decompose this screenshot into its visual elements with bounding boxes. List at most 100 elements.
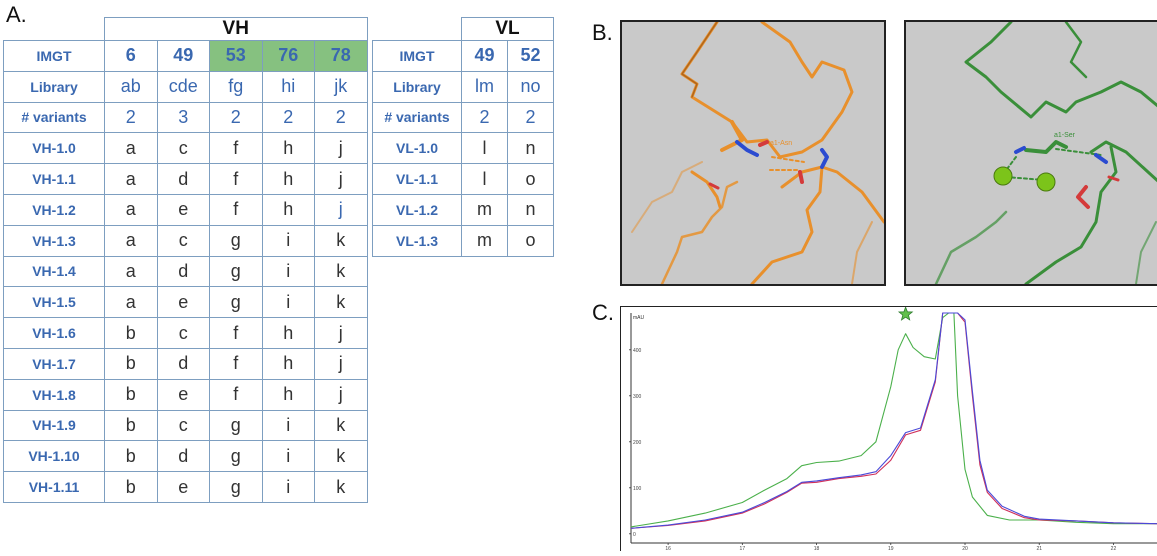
- metal-ion-2: [1036, 172, 1056, 192]
- variant-name: VH-1.1: [3, 163, 105, 195]
- variant-cell: h: [261, 193, 315, 226]
- x-tick-label: 21: [1036, 546, 1042, 551]
- variant-cell: k: [314, 409, 368, 442]
- y-axis-label: mAU: [633, 315, 645, 321]
- library-cell: fg: [209, 70, 263, 103]
- variant-name: VL-1.1: [372, 163, 462, 195]
- variant-cell: j: [314, 193, 368, 226]
- variant-cell: e: [156, 193, 210, 226]
- variant-name: VH-1.10: [3, 440, 105, 473]
- variant-cell: i: [261, 286, 315, 319]
- table-row: VH-1.2 a e f h j: [3, 193, 368, 226]
- panel-label-c: C.: [592, 300, 614, 325]
- table-row: VL-1.3 m o: [372, 224, 554, 257]
- variant-cell: b: [104, 440, 158, 473]
- variant-cell: j: [314, 163, 368, 195]
- variant-cell: a: [104, 132, 158, 165]
- variant-cell: f: [209, 193, 263, 226]
- variants-cell: 2: [507, 101, 554, 134]
- table-row: VH-1.7 b d f h j: [3, 347, 368, 380]
- table-row: VH-1.9 b c g i k: [3, 409, 368, 442]
- table-row: VH-1.3 a c g i k: [3, 224, 368, 257]
- variant-cell: a: [104, 286, 158, 319]
- table-row: VH-1.1 a d f h j: [3, 163, 368, 195]
- variant-name: VH-1.11: [3, 471, 105, 503]
- table-row: VL-1.1 l o: [372, 163, 554, 195]
- variant-cell: c: [156, 224, 210, 257]
- variant-cell: e: [156, 471, 210, 503]
- variant-cell: d: [156, 347, 210, 380]
- variant-cell: h: [261, 132, 315, 165]
- variant-cell: c: [156, 409, 210, 442]
- structure-asn-image: a1-Asn: [631, 22, 884, 284]
- variant-name: VL-1.2: [372, 193, 462, 226]
- structure-panel-ser: a1-Ser: [904, 20, 1157, 286]
- structure-ser-image: a1-Ser: [934, 22, 1157, 284]
- variant-name: VH-1.8: [3, 378, 105, 411]
- variant-cell: g: [209, 286, 263, 319]
- variant-cell: f: [209, 132, 263, 165]
- variant-cell: d: [156, 440, 210, 473]
- table-row: VH-1.11 b e g i k: [3, 471, 368, 503]
- series-line-1: [630, 312, 1157, 528]
- table-row: VH-1.0 a c f h j: [3, 132, 368, 165]
- variant-name: VH-1.4: [3, 255, 105, 288]
- variant-name: VH-1.6: [3, 317, 105, 349]
- table-row: VL-1.0 l n: [372, 132, 554, 165]
- variant-cell: e: [156, 286, 210, 319]
- variant-name: VH-1.3: [3, 224, 105, 257]
- x-tick-label: 22: [1111, 546, 1117, 551]
- table-row: VL-1.2 m n: [372, 193, 554, 226]
- variant-cell: d: [156, 255, 210, 288]
- library-cell: no: [507, 70, 554, 103]
- metal-ion-1: [993, 166, 1013, 186]
- variants-cell: 2: [261, 101, 315, 134]
- variant-name: VH-1.9: [3, 409, 105, 442]
- chromatogram-plot: mAU 0 100 200 300 400 16 17 18 19 20 21 22: [629, 306, 1157, 552]
- variant-cell: g: [209, 471, 263, 503]
- variant-cell: g: [209, 440, 263, 473]
- variant-cell: c: [156, 317, 210, 349]
- imgt-cell: 53: [209, 40, 263, 72]
- x-tick-label: 16: [665, 546, 671, 551]
- y-tick-label: 0: [633, 532, 636, 538]
- variant-cell: j: [314, 378, 368, 411]
- variant-cell: i: [261, 471, 315, 503]
- variant-cell: g: [209, 409, 263, 442]
- variant-cell: g: [209, 255, 263, 288]
- variant-cell: i: [261, 440, 315, 473]
- variant-cell: h: [261, 163, 315, 195]
- imgt-cell: 78: [314, 40, 368, 72]
- imgt-cell: 76: [261, 40, 315, 72]
- variant-cell: b: [104, 378, 158, 411]
- variant-cell: h: [261, 347, 315, 380]
- variant-cell: f: [209, 347, 263, 380]
- variants-cell: 2: [314, 101, 368, 134]
- variant-cell: b: [104, 409, 158, 442]
- y-tick-label: 200: [633, 440, 642, 446]
- peak-star-marker: [897, 306, 914, 321]
- table-row: VH-1.4 a d g i k: [3, 255, 368, 288]
- library-cell: cde: [156, 70, 210, 103]
- variant-cell: m: [461, 224, 508, 257]
- imgt-cell: 49: [461, 40, 508, 72]
- table-row: VH-1.5 a e g i k: [3, 286, 368, 319]
- table-row: VH-1.6 b c f h j: [3, 317, 368, 349]
- library-cell: jk: [314, 70, 368, 103]
- x-tick-label: 20: [962, 546, 968, 551]
- panel-label-a: A.: [6, 2, 27, 27]
- series-line-3: [630, 312, 1157, 529]
- variant-cell: l: [461, 163, 508, 195]
- variant-cell: l: [461, 132, 508, 165]
- variant-cell: f: [209, 378, 263, 411]
- row-header-imgt: IMGT: [372, 40, 462, 72]
- table-row: VH-1.10 b d g i k: [3, 440, 368, 473]
- variants-cell: 2: [209, 101, 263, 134]
- variant-cell: n: [507, 132, 554, 165]
- variant-name: VH-1.0: [3, 132, 105, 165]
- imgt-cell: 52: [507, 40, 554, 72]
- variant-cell: f: [209, 317, 263, 349]
- variant-cell: k: [314, 224, 368, 257]
- variant-cell: k: [314, 255, 368, 288]
- variant-cell: k: [314, 471, 368, 503]
